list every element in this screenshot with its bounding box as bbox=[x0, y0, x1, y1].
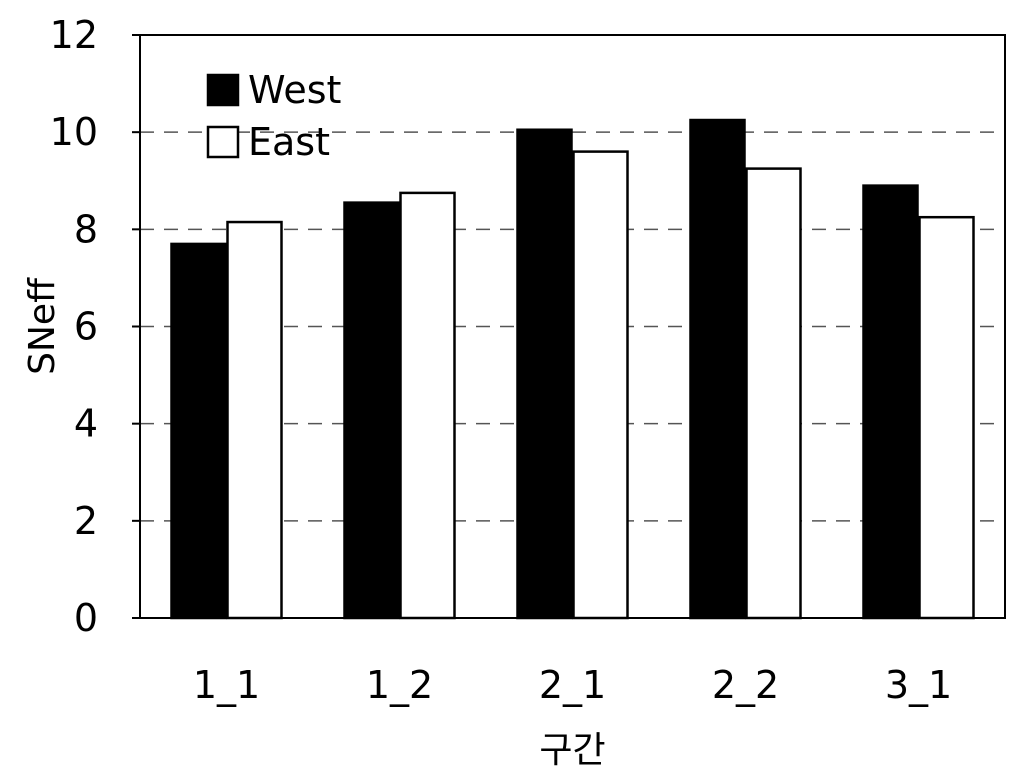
x-tick-label: 2_2 bbox=[712, 663, 779, 707]
legend-label-west: West bbox=[248, 68, 341, 112]
x-tick-label: 3_1 bbox=[885, 663, 952, 707]
bar-east-2_1 bbox=[572, 150, 629, 620]
y-tick-label: 2 bbox=[74, 499, 98, 543]
bars bbox=[170, 118, 975, 620]
x-tick-label: 1_1 bbox=[193, 663, 260, 707]
x-axis-title: 구간 bbox=[539, 730, 605, 771]
legend-swatch-east bbox=[206, 125, 240, 159]
y-tick-label: 12 bbox=[50, 13, 98, 57]
legend-swatch-west bbox=[206, 73, 240, 107]
y-tick-label: 8 bbox=[74, 207, 98, 251]
y-tick-label: 0 bbox=[74, 596, 98, 640]
bar-west-2_2 bbox=[689, 118, 746, 620]
bar-west-1_1 bbox=[170, 242, 227, 620]
x-axis-ticks: 1_1 1_2 2_1 2_2 3_1 bbox=[193, 663, 952, 707]
x-tick-label: 1_2 bbox=[366, 663, 433, 707]
bar-east-1_2 bbox=[399, 191, 456, 620]
y-axis-title: SNeff bbox=[22, 277, 63, 375]
y-tick-label: 10 bbox=[50, 110, 98, 154]
bar-west-2_1 bbox=[516, 128, 573, 620]
legend-label-east: East bbox=[248, 120, 330, 164]
bar-east-3_1 bbox=[918, 215, 975, 620]
bar-east-2_2 bbox=[745, 167, 802, 620]
y-tick-label: 6 bbox=[74, 305, 98, 349]
bar-west-3_1 bbox=[862, 184, 919, 620]
bar-west-1_2 bbox=[343, 201, 400, 620]
x-tick-label: 2_1 bbox=[539, 663, 606, 707]
bar-east-1_1 bbox=[226, 220, 283, 620]
legend: West East bbox=[206, 68, 341, 164]
y-tick-label: 4 bbox=[74, 402, 98, 446]
y-axis-ticks: 0 2 4 6 8 10 12 bbox=[50, 13, 140, 640]
